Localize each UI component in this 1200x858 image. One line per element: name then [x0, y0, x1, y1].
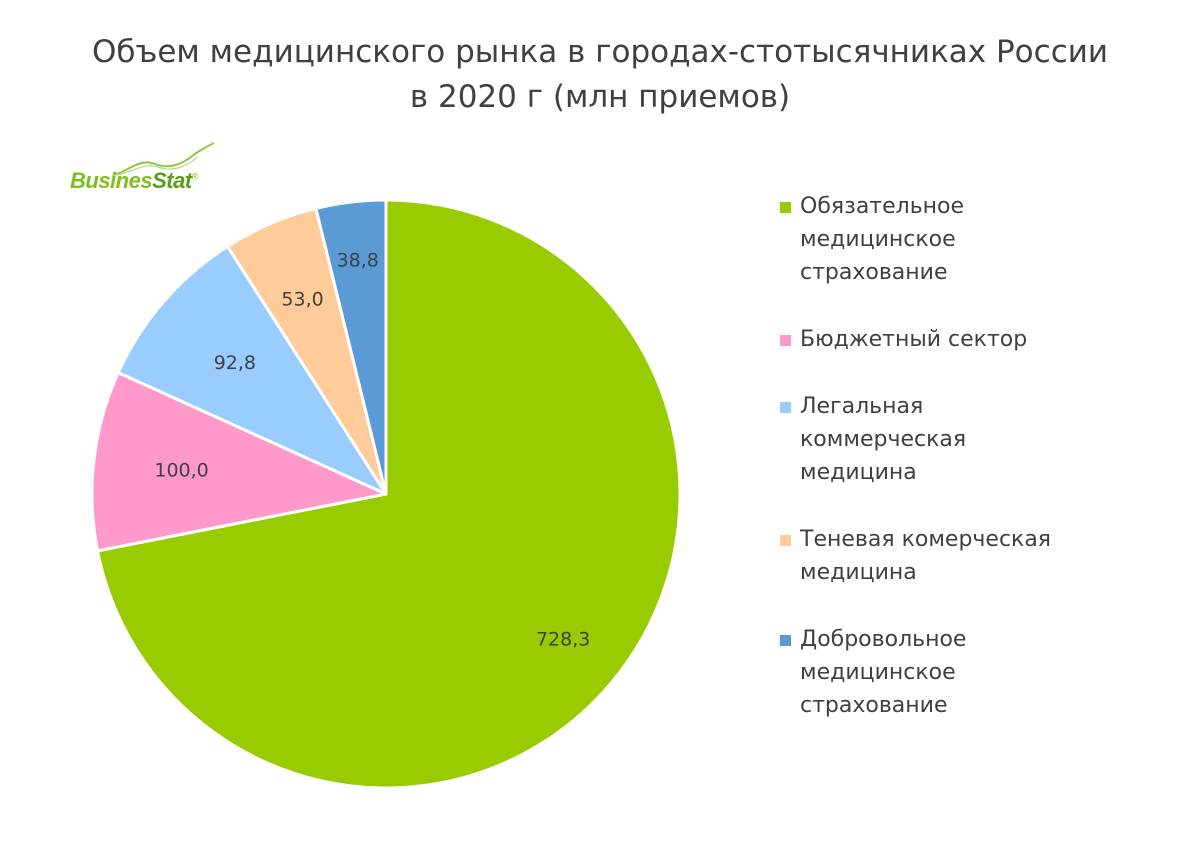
data-label-2: 100,0 — [154, 459, 208, 481]
legend-item-5: Добровольное медицинское страхование — [778, 623, 1078, 722]
legend-label-5-line-1: Добровольное — [800, 627, 967, 652]
legend-swatch-1 — [780, 202, 791, 213]
chart-title: Объем медицинского рынка в городах-стоты… — [0, 30, 1200, 120]
logo-registered-mark: ® — [191, 171, 199, 182]
pie-slice-3 — [116, 244, 388, 496]
data-label-3: 92,8 — [214, 352, 256, 374]
legend-label-3-line-2: коммерческая — [800, 427, 967, 452]
logo-swoosh-icon — [111, 142, 215, 177]
legend-label-5-line-3: страхование — [800, 693, 948, 718]
legend-label-5-line-2: медицинское — [800, 660, 956, 685]
legend-label-3-line-1: Легальная — [800, 394, 924, 419]
businesstat-logo: BusinesStat® — [70, 140, 220, 200]
logo-wordmark: BusinesStat® — [70, 168, 198, 194]
logo-part-2: Stat — [152, 168, 192, 193]
legend-label-4-line-1: Теневая комерческая — [800, 527, 1052, 552]
data-label-5: 38,8 — [337, 250, 379, 272]
data-label-1: 728,3 — [536, 629, 590, 651]
legend-label-1-line-2: медицинское — [800, 227, 956, 252]
chart-title-line-1: Объем медицинского рынка в городах-стоты… — [91, 34, 1109, 70]
legend-label-1-line-3: страхование — [800, 260, 948, 285]
legend-label-2-line-1: Бюджетный сектор — [800, 327, 1028, 352]
legend-label-3-line-3: медицина — [800, 460, 917, 485]
legend-swatch-4 — [780, 535, 791, 546]
legend-item-1: Обязательное медицинское страхование — [778, 190, 1078, 289]
legend-item-2: Бюджетный сектор — [778, 323, 1078, 356]
legend-item-4: Теневая комерческая медицина — [778, 523, 1078, 589]
legend-swatch-2 — [780, 335, 791, 346]
legend-item-3: Легальная коммерческая медицина — [778, 390, 1078, 489]
chart-legend: Обязательное медицинское страхование Бюджет… — [778, 190, 1078, 722]
pie-slice-1 — [96, 198, 682, 790]
legend-swatch-3 — [780, 402, 791, 413]
chart-title-line-2: в 2020 г (млн приемов) — [409, 79, 791, 115]
data-label-4: 53,0 — [281, 288, 323, 310]
legend-label-1-line-1: Обязательное — [800, 194, 965, 219]
legend-label-4-line-2: медицина — [800, 560, 917, 585]
pie-slice-2 — [90, 371, 388, 553]
legend-swatch-5 — [780, 635, 791, 646]
logo-part-1: Busines — [70, 168, 153, 193]
pie-slice-5 — [314, 198, 388, 496]
